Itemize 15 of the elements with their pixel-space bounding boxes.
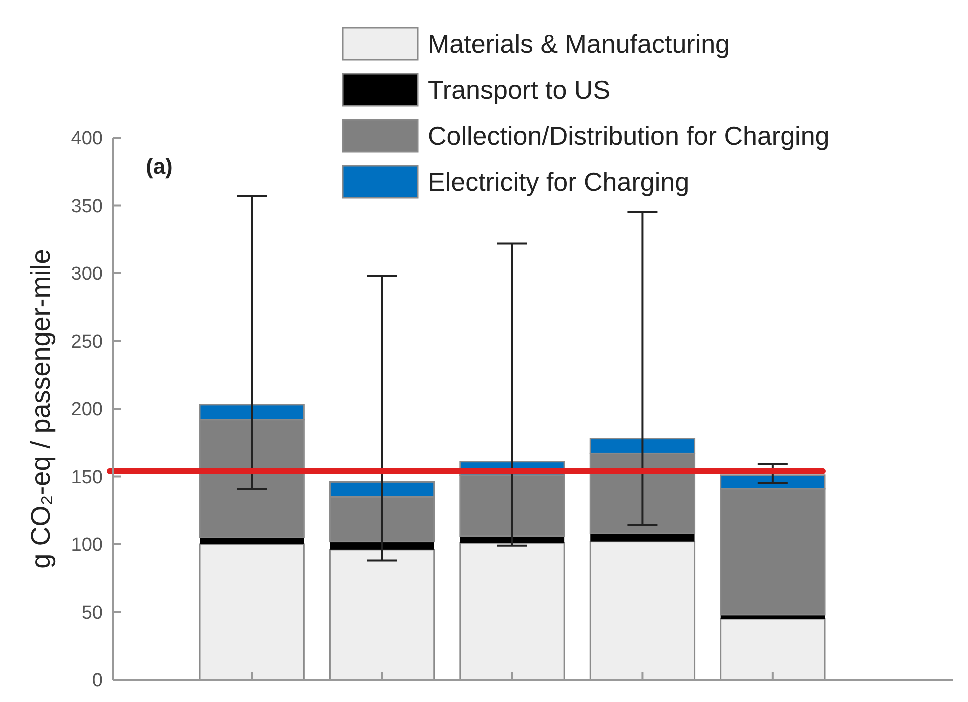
- legend-label: Collection/Distribution for Charging: [428, 121, 830, 152]
- y-tick-label: 150: [71, 467, 103, 488]
- y-tick-label: 100: [71, 535, 103, 556]
- y-tick-label: 250: [71, 332, 103, 353]
- y-tick-label: 400: [71, 128, 103, 150]
- y-axis-title: g CO₂-eq / passenger-mile: [26, 249, 56, 569]
- y-tick-label: 50: [82, 602, 103, 624]
- y-tick-label: 300: [71, 264, 103, 286]
- annotation: (a): [146, 154, 173, 179]
- legend-label: Transport to US: [428, 75, 611, 106]
- legend-label: Materials & Manufacturing: [428, 29, 730, 60]
- legend-label: Electricity for Charging: [428, 167, 690, 198]
- y-tick-label: 200: [71, 400, 103, 421]
- y-tick-label: 0: [92, 670, 103, 692]
- y-tick-label: 350: [71, 196, 103, 218]
